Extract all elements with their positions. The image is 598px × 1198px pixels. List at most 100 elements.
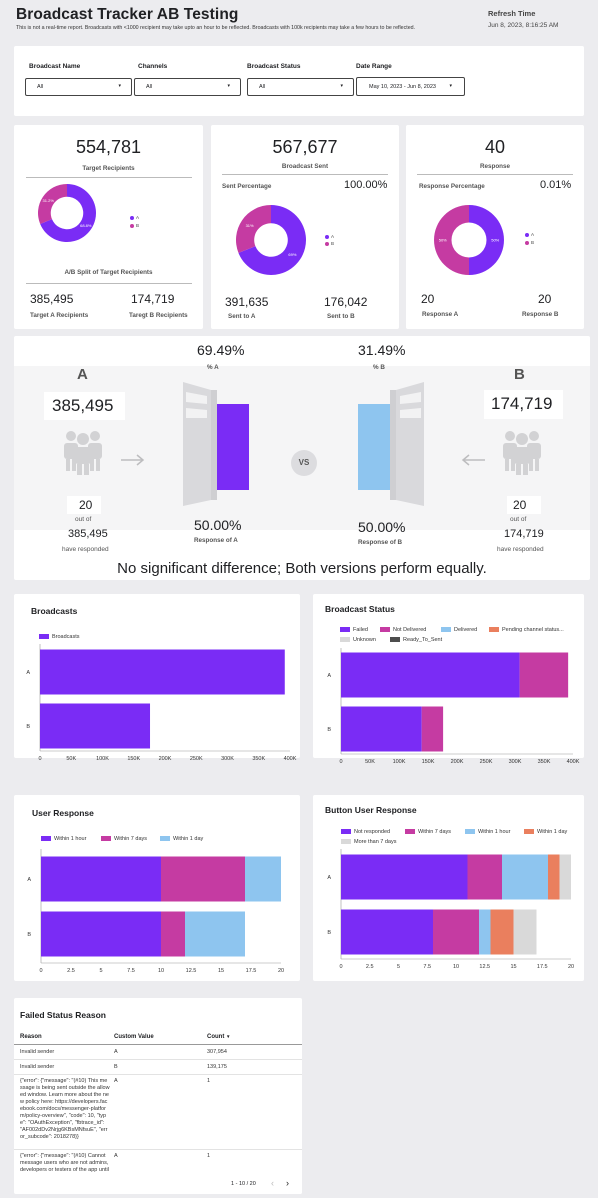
- broadcast-name-dropdown[interactable]: All ▾: [25, 78, 132, 96]
- x-tick-label: 5: [397, 964, 400, 970]
- x-tick-label: 50K: [365, 759, 375, 765]
- cell-count: 307,954: [207, 1049, 227, 1055]
- broadcast-sent-value: 567,677: [272, 137, 338, 157]
- bar-failed-b[interactable]: [341, 706, 422, 752]
- resp-b-box: [507, 496, 541, 514]
- cell-count: 139,175: [207, 1064, 227, 1070]
- bar-failed-a[interactable]: [341, 652, 520, 698]
- legend-within-1-day: Within 1 day: [160, 836, 203, 842]
- column-header-custom-value[interactable]: Custom Value: [114, 1034, 154, 1040]
- bar-chart-plot: A B 0 50K 100K 150K 200K 250K 300K 350K 400K: [26, 644, 297, 762]
- x-tick-label: 17.5: [246, 968, 257, 974]
- bar-within-1-hour-a[interactable]: [502, 854, 548, 900]
- x-tick-label: 100K: [96, 756, 109, 762]
- legend-within-7-days: Within 7 days: [405, 829, 451, 835]
- legend-pending: Pending channel status...: [489, 627, 564, 633]
- bar-more-than-7-days-b[interactable]: [513, 909, 537, 955]
- chevron-down-icon: ▾: [449, 83, 452, 89]
- category-label: A: [26, 670, 30, 676]
- donut-legend-a: A: [325, 234, 334, 239]
- filter-label-broadcast-status: Broadcast Status: [247, 63, 301, 70]
- donut-slice-b-label: 31%: [246, 223, 254, 228]
- category-label: B: [26, 724, 30, 730]
- bar-chart-plot: A B 0 2.5 5 7.5 10 12.5 15 17.5 20: [27, 849, 284, 974]
- x-tick-label: 15: [510, 964, 516, 970]
- variant-a-door-illustration: [183, 382, 249, 506]
- filter-bar: Broadcast Name All ▾ Channels All ▾ Broadc…: [14, 46, 584, 116]
- variant-a-letter: A: [77, 366, 88, 383]
- category-label: A: [27, 877, 31, 883]
- category-label: B: [27, 932, 31, 938]
- row-divider: [14, 1059, 302, 1060]
- x-tick-label: 5: [99, 968, 102, 974]
- x-tick-label: 200K: [451, 759, 464, 765]
- arrow-left-icon: [461, 454, 485, 466]
- category-label: A: [327, 875, 331, 881]
- donut-slice-a-label: 69%: [288, 252, 296, 257]
- x-tick-label: 0: [339, 964, 342, 970]
- x-tick-label: 400K: [567, 759, 580, 765]
- page-subtitle: This is not a real-time report. Broadcas…: [16, 25, 416, 31]
- donut-legend-b: B: [130, 223, 139, 228]
- donut-slice-b: [236, 205, 271, 253]
- bar-within-7-days-a[interactable]: [161, 856, 245, 902]
- response-rate-b-value: 50.00%: [358, 519, 406, 535]
- column-header-count[interactable]: Count ▼: [207, 1034, 231, 1040]
- count-b-value: 174,719: [491, 394, 553, 413]
- response-b-label: Response B: [522, 311, 559, 318]
- next-page-button[interactable]: ›: [286, 1178, 289, 1188]
- user-response-chart-title: User Response: [32, 808, 94, 818]
- legend-not-delivered: Not Delivered: [380, 627, 426, 633]
- bar-within-7-days-a[interactable]: [467, 854, 503, 900]
- bar-within-1-day-b[interactable]: [490, 909, 514, 955]
- donut-slice-b: [434, 205, 469, 275]
- bar-within-1-hour-a[interactable]: [41, 856, 161, 902]
- target-a-value: 385,495: [30, 292, 74, 306]
- response-b-value: 20: [538, 292, 552, 306]
- filter-label-broadcast-name: Broadcast Name: [29, 63, 81, 70]
- bar-more-than-7-days-a[interactable]: [559, 854, 572, 900]
- bar-within-1-hour-b[interactable]: [41, 911, 161, 957]
- bar-not-responded-a[interactable]: [341, 854, 468, 900]
- target-recipients-value: 554,781: [75, 137, 142, 157]
- bar-chart-plot: A B 0 50K 100K 150K 200K 250K 300K 350K 400K: [327, 648, 580, 765]
- channels-dropdown[interactable]: All ▾: [134, 78, 241, 96]
- column-header-reason[interactable]: Reason: [20, 1034, 42, 1040]
- bar-broadcasts-b[interactable]: [40, 703, 151, 749]
- date-range-picker[interactable]: May 10, 2023 - Jun 8, 2023 ▾: [356, 77, 465, 96]
- response-percentage-value: 0.01%: [540, 179, 572, 191]
- user-response-chart-card: User Response Within 1 hour Within 7 day…: [14, 795, 300, 981]
- chevron-down-icon: ▾: [340, 83, 343, 89]
- bar-within-1-day-a[interactable]: [245, 856, 281, 902]
- bar-not-responded-b[interactable]: [341, 909, 433, 955]
- bar-not-delivered-b[interactable]: [421, 706, 444, 752]
- bar-within-7-days-b[interactable]: [161, 911, 185, 957]
- bar-within-1-day-b[interactable]: [185, 911, 245, 957]
- bar-within-1-day-a[interactable]: [548, 854, 560, 900]
- broadcasts-chart-title: Broadcasts: [31, 606, 78, 616]
- broadcast-status-chart-title: Broadcast Status: [325, 604, 395, 614]
- broadcast-status-chart-card: Broadcast Status Failed Not Delivered De…: [313, 594, 584, 765]
- x-tick-label: 0: [339, 759, 342, 765]
- response-card: 40 Response Response Percentage 0.01% 50…: [406, 125, 584, 329]
- donut-legend-a: A: [130, 215, 139, 220]
- bar-within-7-days-b[interactable]: [433, 909, 479, 955]
- divider: [26, 283, 192, 284]
- prev-page-button[interactable]: ‹: [271, 1178, 274, 1188]
- x-tick-label: 350K: [538, 759, 551, 765]
- people-group-icon: [64, 431, 102, 475]
- people-group-icon: [503, 431, 541, 475]
- broadcast-sent-label: Broadcast Sent: [281, 163, 329, 170]
- broadcast-status-dropdown[interactable]: All ▾: [247, 78, 354, 96]
- legend-within-1-day: Within 1 day: [524, 829, 567, 835]
- bar-within-1-hour-b[interactable]: [479, 909, 491, 955]
- responded-b-count: 20: [513, 498, 527, 512]
- donut-slice-b-label: 50%: [439, 238, 447, 243]
- donut-legend-a: A: [525, 232, 534, 237]
- bar-not-delivered-a[interactable]: [519, 652, 569, 698]
- bar-broadcasts-a[interactable]: [40, 649, 285, 695]
- donut-slice-b: [37, 184, 67, 225]
- target-a-label: Target A Recipients: [30, 312, 89, 319]
- response-rate-b-label: Response of B: [358, 539, 403, 546]
- variant-b-door-illustration: [358, 382, 424, 506]
